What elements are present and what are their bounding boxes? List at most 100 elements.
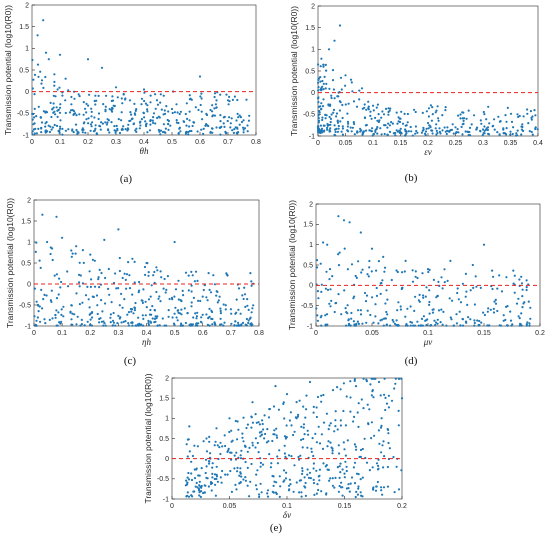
data-point bbox=[86, 58, 90, 61]
data-point bbox=[149, 101, 152, 104]
data-point bbox=[378, 442, 381, 445]
data-point bbox=[504, 318, 507, 321]
data-point bbox=[348, 221, 351, 224]
data-point bbox=[481, 133, 484, 137]
data-point bbox=[111, 324, 114, 327]
data-point bbox=[239, 481, 242, 484]
data-point bbox=[340, 88, 343, 91]
data-point bbox=[394, 377, 397, 380]
data-point bbox=[304, 481, 307, 485]
data-point bbox=[414, 270, 417, 273]
data-point bbox=[147, 323, 150, 326]
data-point bbox=[368, 469, 371, 472]
data-point bbox=[361, 107, 364, 110]
data-point bbox=[316, 319, 319, 322]
data-point bbox=[214, 483, 217, 486]
data-point bbox=[149, 320, 152, 323]
x-tick-label: 0.1 bbox=[423, 330, 433, 337]
data-point bbox=[287, 454, 291, 457]
data-point bbox=[479, 130, 482, 133]
x-tick-label: 0 bbox=[30, 139, 34, 146]
data-point bbox=[325, 313, 329, 316]
data-point bbox=[337, 264, 341, 267]
data-point bbox=[215, 126, 218, 129]
data-point bbox=[377, 322, 380, 325]
data-point bbox=[243, 293, 247, 296]
x-tick-label: 0.1 bbox=[55, 139, 65, 146]
data-point bbox=[209, 482, 213, 486]
data-point bbox=[143, 99, 146, 103]
data-point bbox=[365, 321, 368, 324]
data-point bbox=[219, 309, 222, 313]
data-point bbox=[424, 295, 427, 298]
data-point bbox=[236, 466, 239, 469]
data-point bbox=[150, 313, 153, 316]
x-tick-label: 0.8 bbox=[254, 330, 264, 337]
data-point bbox=[370, 270, 373, 273]
data-point bbox=[258, 493, 261, 496]
data-point bbox=[375, 462, 379, 465]
data-point bbox=[346, 125, 349, 128]
data-point bbox=[160, 108, 163, 111]
data-point bbox=[187, 495, 191, 498]
data-point bbox=[337, 293, 340, 296]
data-point bbox=[156, 116, 159, 120]
data-point bbox=[322, 421, 326, 424]
data-point bbox=[404, 324, 408, 327]
data-point bbox=[31, 130, 34, 133]
data-point bbox=[393, 491, 396, 494]
data-point bbox=[367, 108, 370, 111]
data-point bbox=[520, 133, 523, 136]
data-point bbox=[306, 446, 309, 449]
data-point bbox=[341, 116, 344, 120]
data-point bbox=[144, 300, 147, 303]
data-point bbox=[351, 126, 354, 129]
data-point bbox=[190, 478, 194, 482]
data-point bbox=[283, 417, 286, 420]
data-point bbox=[375, 286, 378, 290]
data-point bbox=[75, 292, 78, 295]
data-point bbox=[93, 129, 96, 132]
data-point bbox=[368, 266, 371, 269]
data-point bbox=[312, 411, 315, 414]
y-tick-label: 2 bbox=[311, 3, 315, 10]
data-point bbox=[35, 115, 38, 118]
data-point bbox=[216, 480, 219, 483]
data-point bbox=[251, 421, 254, 424]
data-point bbox=[35, 132, 39, 135]
data-point bbox=[399, 305, 402, 308]
x-tick-label: 0.7 bbox=[226, 330, 236, 337]
data-point bbox=[204, 124, 207, 127]
data-point bbox=[239, 472, 242, 475]
data-point bbox=[45, 111, 49, 114]
data-point bbox=[199, 299, 202, 303]
data-point bbox=[473, 319, 476, 322]
data-point bbox=[159, 300, 162, 303]
data-point bbox=[241, 321, 245, 324]
data-point bbox=[98, 124, 101, 127]
data-point bbox=[197, 108, 200, 112]
y-tick-label: 0.5 bbox=[21, 260, 31, 267]
data-point bbox=[86, 320, 89, 323]
data-point bbox=[161, 317, 164, 320]
data-point bbox=[128, 287, 132, 290]
data-point bbox=[241, 436, 244, 439]
data-point bbox=[303, 433, 306, 436]
data-point bbox=[205, 465, 208, 468]
plot-area bbox=[315, 203, 541, 327]
data-point bbox=[140, 118, 143, 121]
data-point bbox=[58, 86, 61, 89]
data-point bbox=[188, 119, 191, 122]
data-point bbox=[42, 110, 46, 113]
data-point bbox=[422, 294, 425, 297]
data-point bbox=[197, 487, 200, 490]
data-point bbox=[299, 479, 303, 482]
data-point bbox=[40, 131, 43, 134]
data-point bbox=[412, 324, 415, 327]
data-point bbox=[184, 321, 187, 325]
data-point bbox=[246, 484, 249, 487]
data-point bbox=[451, 123, 454, 126]
data-point bbox=[494, 302, 498, 305]
data-point bbox=[140, 103, 143, 106]
data-point bbox=[113, 125, 116, 128]
